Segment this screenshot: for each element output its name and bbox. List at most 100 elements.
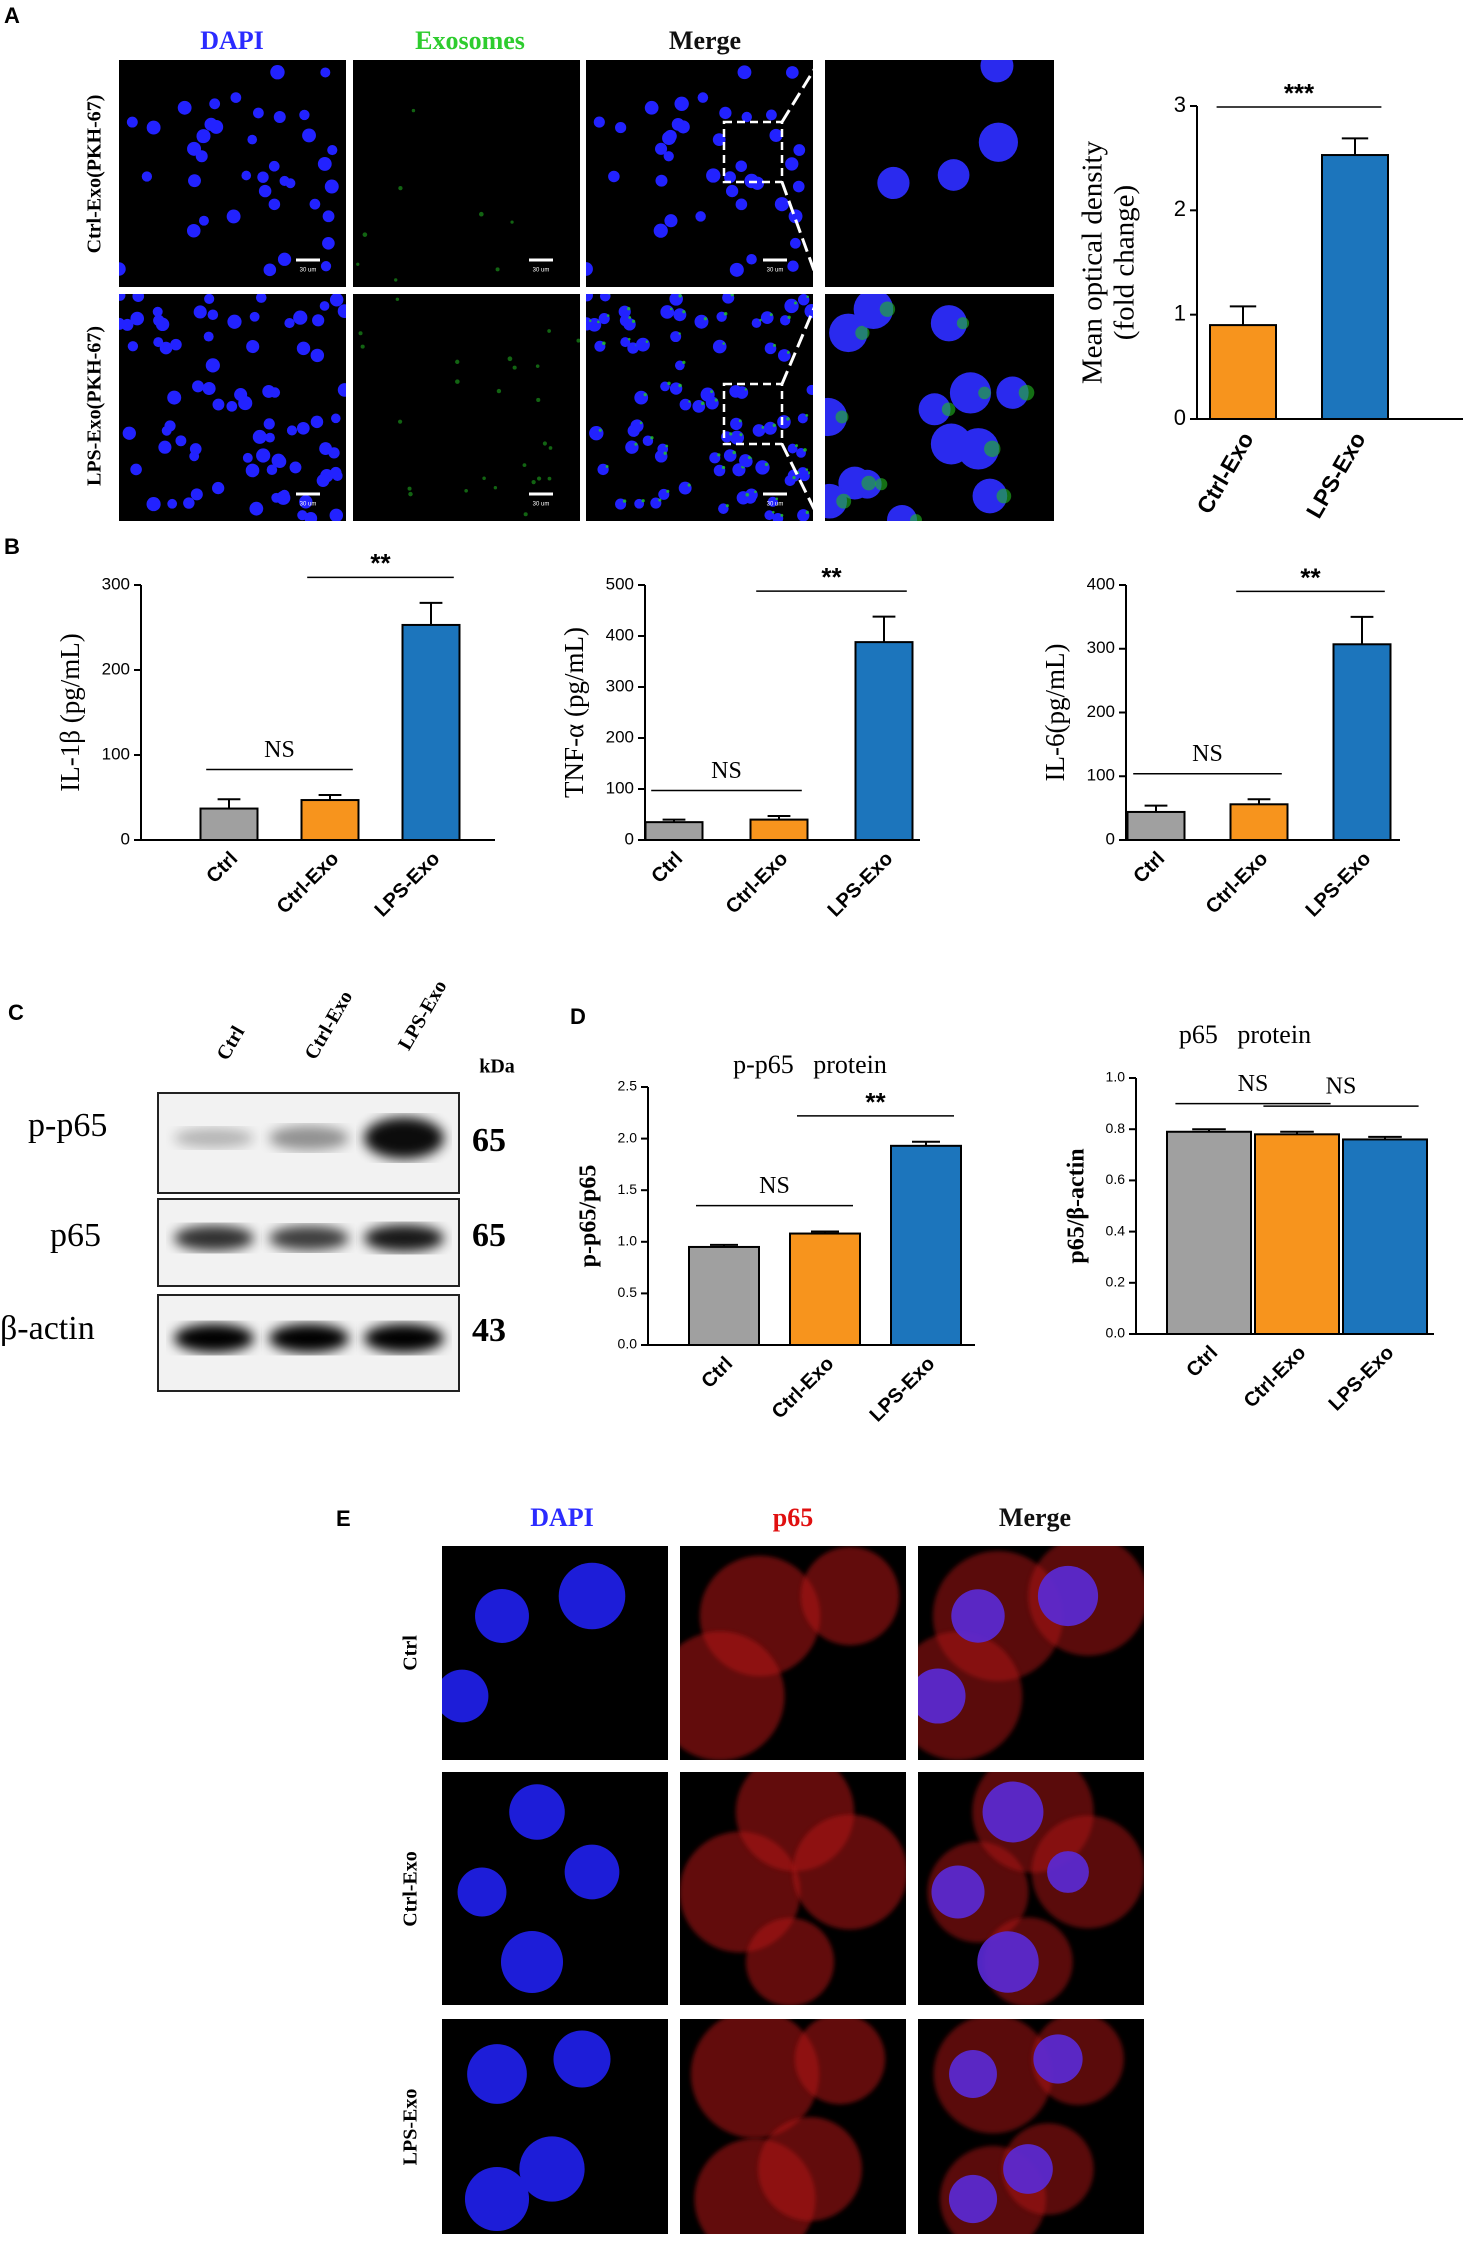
cell (937, 159, 970, 191)
cell (227, 314, 242, 329)
cell (1018, 384, 1035, 401)
significance-label: ** (1300, 562, 1321, 592)
cell (746, 253, 757, 265)
cell (190, 488, 203, 501)
y-tick-label: 300 (606, 676, 634, 695)
cell (664, 214, 678, 228)
cell (536, 476, 542, 481)
y-tick-label: 1.5 (618, 1181, 638, 1197)
cell (620, 337, 631, 348)
cell (263, 263, 277, 277)
panel-label: A (4, 3, 20, 28)
x-tick-label: LPS-Exo (824, 848, 898, 922)
cell (886, 505, 918, 521)
cell (941, 402, 956, 417)
cell (764, 510, 775, 521)
y-tick-label: 1.0 (618, 1233, 638, 1249)
cells (918, 1565, 1099, 1724)
cell (119, 317, 126, 330)
cell (608, 294, 611, 295)
cell (877, 166, 910, 200)
cell (712, 133, 726, 146)
cells (825, 294, 1035, 521)
bar (854, 641, 914, 841)
cell (794, 2019, 886, 2105)
cell (797, 413, 808, 424)
cell (793, 144, 806, 156)
cell (126, 116, 138, 128)
cell (706, 168, 721, 183)
cell (119, 294, 126, 301)
scale-bar-label: 30 um (767, 502, 784, 508)
zoom-line (780, 181, 822, 288)
cell (794, 301, 798, 305)
cell (752, 424, 766, 437)
cell (730, 294, 734, 297)
y-tick-label: 0.4 (1106, 1222, 1126, 1238)
cell (949, 2050, 997, 2098)
cell (329, 294, 344, 307)
cell (548, 446, 553, 450)
y-tick-label: 2.0 (618, 1129, 638, 1145)
cell (320, 261, 332, 272)
cell (277, 252, 292, 266)
cell (1003, 2144, 1053, 2194)
cell (654, 142, 668, 155)
significance-label: *** (1284, 78, 1315, 108)
cell (188, 174, 201, 188)
significance-label: NS (264, 737, 295, 763)
cell (270, 65, 285, 80)
cell (687, 483, 691, 487)
cell (576, 338, 580, 343)
cells (457, 1784, 620, 1994)
band (364, 1323, 444, 1353)
cell (735, 386, 749, 399)
band (174, 1225, 254, 1251)
x-tick-label: LPS-Exo (1301, 428, 1371, 523)
cell (304, 512, 318, 521)
cell (806, 295, 809, 298)
cell (977, 1931, 1039, 1993)
cell (805, 510, 809, 515)
cell (655, 174, 668, 187)
y-tick-label: 300 (102, 574, 130, 593)
cell (542, 441, 547, 446)
cell (769, 128, 783, 142)
panel-label: C (8, 1000, 24, 1025)
cell (800, 1546, 900, 1646)
band (269, 1125, 349, 1151)
cell (628, 316, 632, 319)
cell (737, 65, 752, 80)
y-tick-label: 100 (1087, 766, 1115, 785)
y-tick-label: 2 (1174, 196, 1186, 221)
x-tick-label: Ctrl-Exo (1240, 1342, 1311, 1413)
cells (358, 297, 580, 517)
cell (265, 432, 275, 443)
zoom-line (780, 293, 822, 385)
cell (772, 510, 775, 514)
cell (774, 197, 789, 212)
chart-title: p-p65 protein (733, 1050, 887, 1079)
y-tick-label: 200 (1087, 702, 1115, 721)
kda-label: 43 (472, 1312, 506, 1349)
cell (187, 141, 202, 156)
cell (835, 410, 849, 424)
cell (322, 210, 335, 223)
y-axis-label: TNF-α (pg/mL) (559, 627, 589, 798)
cell (496, 388, 502, 394)
cell (255, 294, 267, 303)
cell (669, 294, 683, 306)
cell (411, 108, 416, 113)
cell (855, 325, 870, 340)
cell (299, 495, 313, 509)
cell (593, 116, 605, 128)
cell (875, 478, 888, 491)
x-tick-label: Ctrl-Exo (273, 848, 344, 919)
cell (153, 337, 164, 348)
row-label: Ctrl-Exo(PKH-67) (84, 95, 106, 254)
cell (690, 2019, 820, 2139)
cell (627, 307, 631, 311)
cell (660, 305, 675, 319)
cell (769, 313, 773, 317)
cell (442, 1669, 489, 1723)
